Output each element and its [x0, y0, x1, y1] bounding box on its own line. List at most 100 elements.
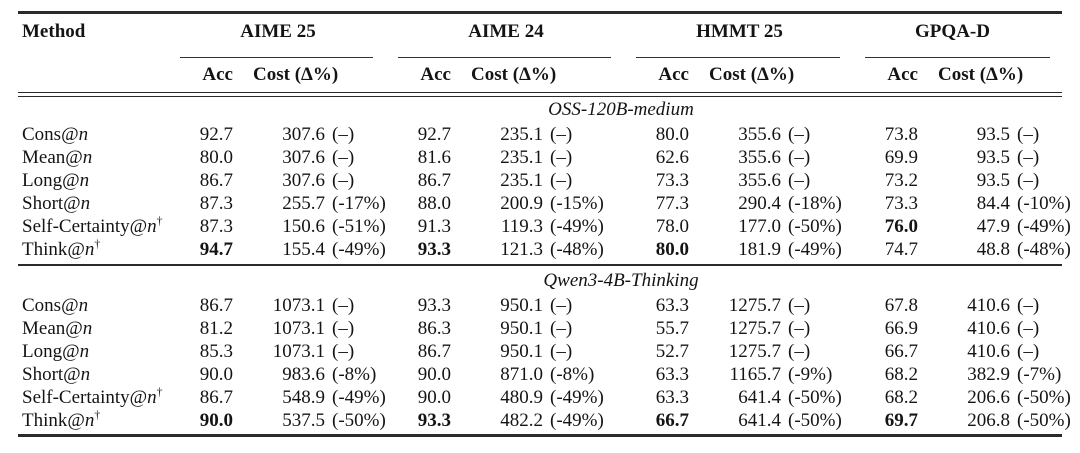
table-subheader-row: Acc Cost (Δ%) Acc Cost (Δ%) Acc Cost (Δ%…: [18, 60, 1062, 90]
cost-value: 150.6 (-51%): [233, 216, 398, 238]
acc-value: 90.0: [417, 386, 451, 408]
method-label: Self-Certainty@n†: [22, 385, 163, 408]
acc-value: 68.2: [884, 363, 918, 385]
table-row: Think@n† 90.0 537.5 (-50%) 93.3 482.2 (-49%) 66…: [18, 409, 1071, 432]
cost-value: 307.6 (–): [233, 147, 398, 169]
acc-value: 76.0: [884, 215, 918, 237]
cost-value: 983.6 (-8%): [233, 364, 398, 386]
cost-value: 84.4 (-10%): [918, 193, 1071, 215]
col-group-label: AIME 24: [468, 21, 544, 42]
col-group-aime25: AIME 25: [180, 14, 398, 60]
cost-delta: (-50%): [788, 409, 842, 431]
cost-number: 1165.7: [729, 363, 781, 385]
acc-value: 80.0: [199, 146, 233, 168]
cost-number: 950.1: [500, 294, 543, 316]
method-label: Mean@n: [22, 146, 93, 168]
cost-number: 307.6: [282, 169, 325, 191]
cost-delta: (–): [332, 317, 355, 339]
cost-number: 177.0: [738, 215, 781, 237]
cost-number: 200.9: [500, 192, 543, 214]
cost-value: 1073.1 (–): [233, 295, 398, 317]
cost-delta: (-49%): [550, 215, 604, 237]
method-label: Mean@n: [22, 317, 93, 339]
acc-value: 55.7: [655, 317, 689, 339]
cost-number: 307.6: [282, 146, 325, 168]
acc-value: 52.7: [655, 340, 689, 362]
cost-number: 1073.1: [272, 317, 325, 339]
cost-number: 410.6: [967, 294, 1010, 316]
col-header-acc: Acc: [658, 64, 689, 85]
table-row: Short@n 87.3 255.7 (-17%) 88.0 200.9 (-15%) 77.…: [18, 192, 1071, 215]
cost-value: 1165.7 (-9%): [689, 364, 865, 386]
acc-value: 93.3: [417, 409, 451, 431]
acc-value: 81.6: [417, 146, 451, 168]
cost-delta: (-10%): [1017, 192, 1071, 214]
col-header-cost: Cost (Δ%): [253, 64, 339, 85]
cost-delta: (-50%): [1017, 409, 1071, 431]
cost-value: 641.4 (-50%): [689, 410, 865, 432]
cost-delta: (–): [332, 146, 355, 168]
table-header-group-row: Method AIME 25 AIME 24 HMMT 25 GPQA-D: [18, 14, 1062, 60]
cost-delta: (-49%): [550, 409, 604, 431]
acc-value: 66.9: [884, 317, 918, 339]
cost-value: 410.6 (–): [918, 295, 1062, 317]
cost-number: 480.9: [500, 386, 543, 408]
cost-value: 206.6 (-50%): [918, 387, 1071, 409]
method-label: Short@n: [22, 192, 91, 214]
cost-delta: (–): [332, 169, 355, 191]
cost-delta: (-7%): [1017, 363, 1062, 385]
acc-value: 90.0: [417, 363, 451, 385]
section-divider-rule: [18, 264, 1062, 266]
table-row: Self-Certainty@n† 86.7 548.9 (-49%) 90.0 480.…: [18, 385, 1071, 409]
method-label: Cons@n: [22, 123, 89, 145]
col-header-cost: Cost (Δ%): [471, 64, 557, 85]
cost-value: 119.3 (-49%): [451, 216, 636, 238]
group-underline: [180, 57, 373, 58]
table-row: Mean@n 81.2 1073.1 (–) 86.3 950.1 (–) 55.7 1275.…: [18, 317, 1062, 340]
cost-value: 1275.7 (–): [689, 295, 865, 317]
cost-value: 93.5 (–): [918, 147, 1062, 169]
col-group-hmmt25: HMMT 25: [636, 14, 865, 60]
cost-number: 93.5: [976, 169, 1010, 191]
cost-number: 382.9: [967, 363, 1010, 385]
acc-value: 86.7: [199, 169, 233, 191]
cost-delta: (-48%): [1017, 238, 1071, 260]
acc-value: 92.7: [417, 123, 451, 145]
cost-number: 307.6: [282, 123, 325, 145]
cost-number: 950.1: [500, 317, 543, 339]
cost-number: 93.5: [976, 146, 1010, 168]
cost-number: 1275.7: [728, 294, 781, 316]
cost-delta: (-50%): [1017, 386, 1071, 408]
cost-delta: (-50%): [788, 386, 842, 408]
cost-delta: (-50%): [788, 215, 842, 237]
cost-value: 47.9 (-49%): [918, 216, 1071, 238]
method-label: Think@n†: [22, 237, 101, 260]
acc-value: 86.7: [199, 294, 233, 316]
acc-value: 80.0: [655, 238, 689, 260]
cost-value: 482.2 (-49%): [451, 410, 636, 432]
cost-value: 641.4 (-50%): [689, 387, 865, 409]
cost-delta: (–): [550, 146, 573, 168]
acc-value: 69.7: [884, 409, 918, 431]
acc-value: 90.0: [199, 409, 233, 431]
acc-value: 78.0: [655, 215, 689, 237]
cost-number: 641.4: [738, 386, 781, 408]
acc-value: 68.2: [884, 386, 918, 408]
cost-delta: (-49%): [788, 238, 842, 260]
acc-value: 80.0: [655, 123, 689, 145]
cost-number: 950.1: [500, 340, 543, 362]
cost-value: 355.6 (–): [689, 147, 865, 169]
cost-value: 93.5 (–): [918, 124, 1062, 146]
acc-value: 63.3: [655, 363, 689, 385]
cost-number: 482.2: [500, 409, 543, 431]
col-group-label: AIME 25: [240, 21, 316, 42]
method-label: Self-Certainty@n†: [22, 214, 163, 237]
cost-value: 206.8 (-50%): [918, 410, 1071, 432]
cost-value: 1073.1 (–): [233, 341, 398, 363]
col-header-cost: Cost (Δ%): [709, 64, 795, 85]
cost-number: 548.9: [282, 386, 325, 408]
acc-value: 88.0: [417, 192, 451, 214]
cost-value: 548.9 (-49%): [233, 387, 398, 409]
acc-value: 87.3: [199, 192, 233, 214]
